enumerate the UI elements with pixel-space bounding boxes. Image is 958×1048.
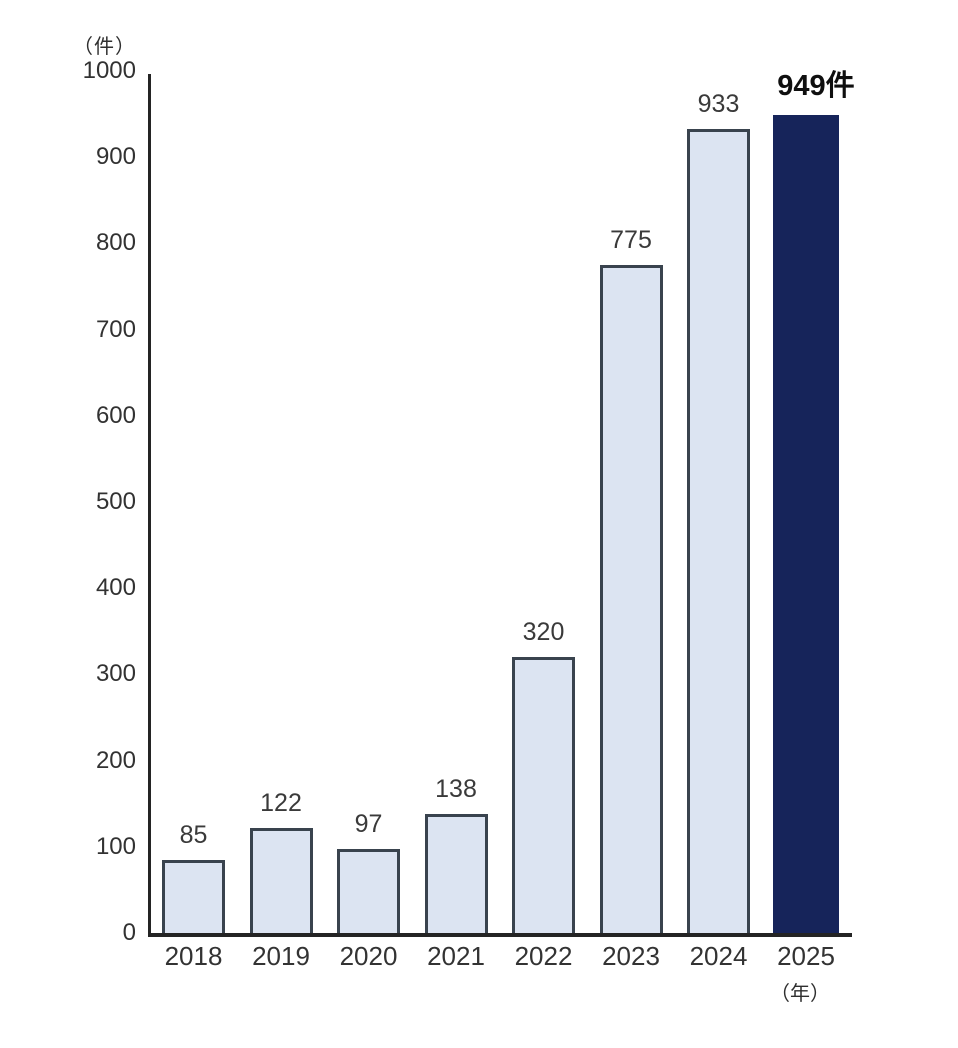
y-tick-label: 500 <box>95 488 136 515</box>
y-tick-label: 200 <box>95 746 136 774</box>
x-tick-label: 2018 <box>164 941 223 971</box>
y-tick-label: 300 <box>95 660 136 688</box>
bar-2018 <box>162 860 225 933</box>
x-tick-label: 2025 <box>777 941 835 971</box>
bar-value-label: 320 <box>522 618 565 646</box>
bar-2025 <box>773 115 839 933</box>
bar-2019 <box>249 828 313 933</box>
bar-2020 <box>337 849 400 933</box>
x-tick-label: 2019 <box>252 941 310 971</box>
x-tick-label: 2023 <box>602 941 660 971</box>
x-tick-label: 2022 <box>514 941 573 971</box>
y-tick-label: 1000 <box>82 57 136 84</box>
bar-2021 <box>424 814 488 933</box>
y-tick-label: 800 <box>95 229 136 257</box>
bar-value-label: 933 <box>697 90 740 118</box>
x-tick-label: 2024 <box>689 941 748 971</box>
bar-value-label: 85 <box>179 821 208 849</box>
x-axis-line <box>148 933 852 937</box>
y-tick-label: 700 <box>95 315 136 343</box>
bar-value-label: 775 <box>610 226 652 254</box>
bar-value-label: 122 <box>260 789 302 817</box>
y-axis-unit-label: （件） <box>73 36 136 58</box>
bar-value-label: 949件 <box>777 70 855 102</box>
x-tick-label: 2020 <box>339 941 398 971</box>
x-axis-unit-label: （年） <box>770 983 830 1005</box>
x-tick-label: 2021 <box>427 941 485 971</box>
bar-2022 <box>512 657 575 933</box>
bar-2024 <box>687 129 750 933</box>
bar-value-label: 138 <box>435 775 477 803</box>
y-tick-label: 900 <box>95 143 136 171</box>
bar-value-label: 97 <box>354 810 383 838</box>
y-tick-label: 400 <box>95 574 136 602</box>
y-tick-label: 0 <box>122 919 136 946</box>
y-axis-line <box>148 74 151 937</box>
bar-2023 <box>599 265 663 933</box>
y-tick-label: 100 <box>95 832 136 860</box>
y-tick-label: 600 <box>95 401 136 429</box>
